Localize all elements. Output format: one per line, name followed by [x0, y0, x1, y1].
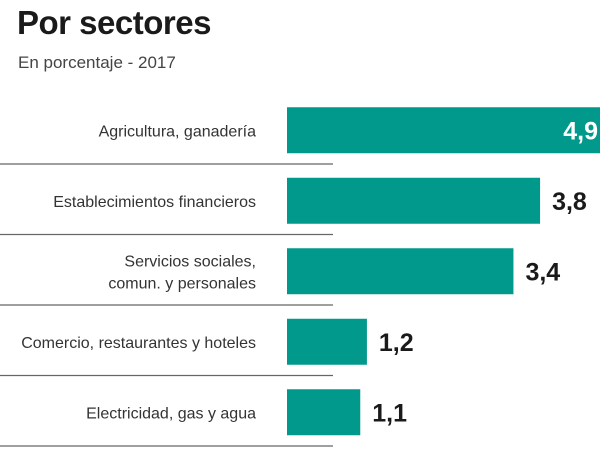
value-label: 1,1: [372, 399, 407, 427]
category-label: comun. y personales: [108, 275, 256, 292]
bar: [287, 318, 367, 365]
value-label: 3,4: [525, 258, 560, 286]
bar: [287, 177, 541, 224]
bar: [287, 107, 600, 154]
category-label: Comercio, restaurantes y hoteles: [21, 335, 256, 352]
bar: [287, 389, 361, 436]
value-label: 1,2: [379, 329, 414, 357]
value-label: 4,9: [563, 117, 598, 145]
chart-title: Por sectores: [17, 4, 211, 41]
chart-subtitle: En porcentaje - 2017: [18, 53, 176, 72]
value-label: 3,8: [552, 188, 587, 216]
category-label: Electricidad, gas y agua: [86, 405, 256, 422]
category-label: Establecimientos financieros: [53, 194, 256, 211]
category-label: Agricultura, ganadería: [99, 123, 257, 140]
bar: [287, 248, 514, 295]
category-label: Servicios sociales,: [124, 253, 256, 270]
